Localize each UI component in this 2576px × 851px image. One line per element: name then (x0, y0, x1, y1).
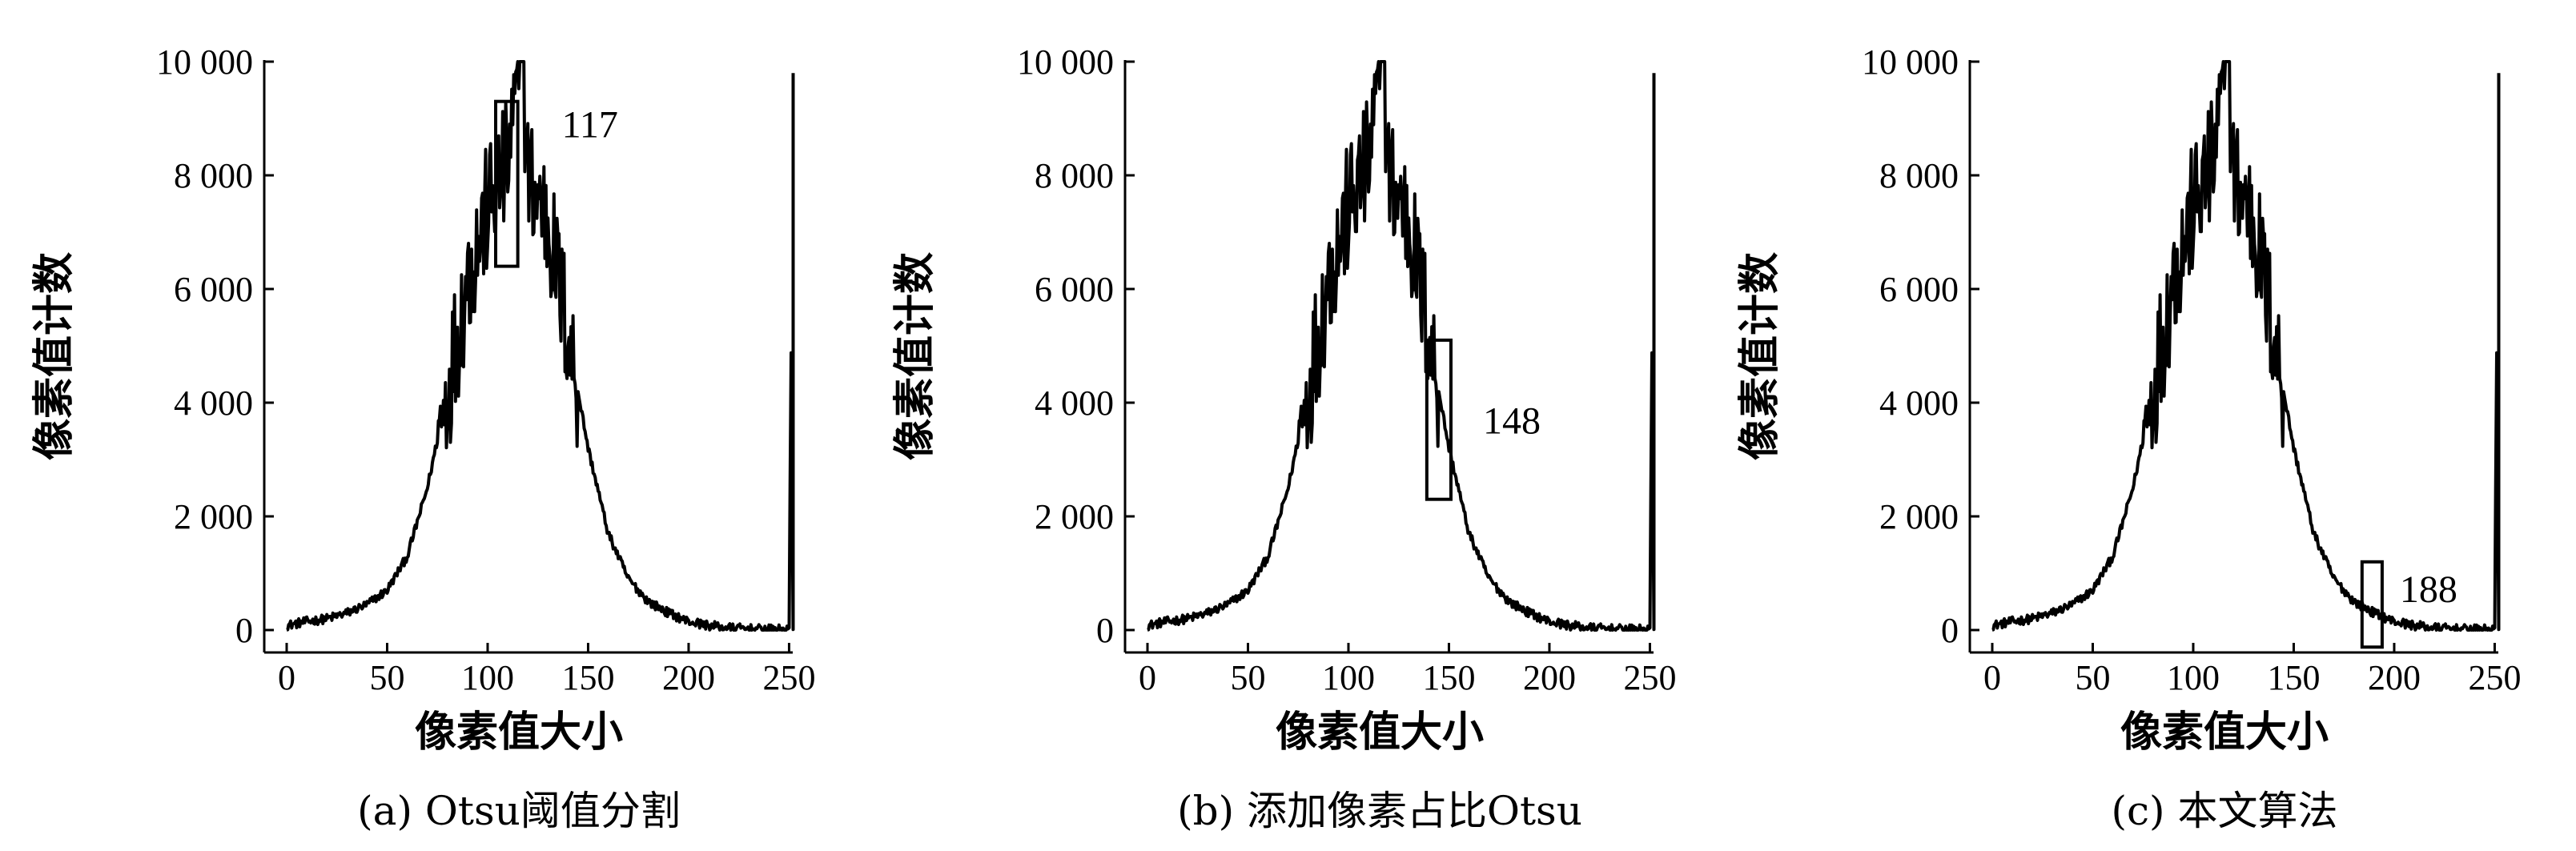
y-tick-label: 2 000 (1879, 497, 1959, 536)
x-tick-label: 150 (561, 658, 614, 697)
y-tick-label: 4 000 (174, 383, 253, 423)
threshold-box (494, 99, 520, 268)
threshold-label: 117 (562, 104, 618, 147)
x-tick-label: 100 (2167, 658, 2220, 697)
y-tick-label: 10 000 (156, 42, 253, 82)
y-tick-label: 6 000 (174, 270, 253, 309)
y-tick-label: 10 000 (1017, 42, 1114, 82)
y-tick-label: 6 000 (1879, 270, 1959, 309)
x-tick-label: 150 (1422, 658, 1475, 697)
threshold-label: 188 (2400, 568, 2457, 611)
y-axis-title: 像素值计数 (1736, 252, 1784, 460)
y-tick-label: 4 000 (1879, 383, 1959, 423)
threshold-box (1425, 338, 1453, 501)
chart-panel-b: 0 50 100 150 200 250 0 2 000 4 000 6 000 8 000 10 0… (891, 42, 1676, 834)
y-tick-label: 8 000 (174, 156, 253, 195)
histogram-curve (1991, 60, 2501, 632)
y-tick-label: 2 000 (1035, 497, 1114, 536)
threshold-box (2360, 560, 2384, 649)
y-axis-title: 像素值计数 (30, 252, 78, 460)
x-tick-label: 50 (1230, 658, 1265, 697)
y-tick-label: 0 (235, 611, 253, 650)
x-tick-label: 250 (2468, 658, 2521, 697)
y-tick-label: 8 000 (1035, 156, 1114, 195)
y-tick-label: 8 000 (1879, 156, 1959, 195)
y-tick-label: 6 000 (1035, 270, 1114, 309)
y-tick-label: 4 000 (1035, 383, 1114, 423)
histogram-curve (286, 60, 795, 632)
histogram-curve (1147, 60, 1656, 632)
x-tick-label: 50 (2075, 658, 2110, 697)
x-tick-label: 250 (762, 658, 815, 697)
x-tick-label: 50 (369, 658, 404, 697)
x-tick-label: 200 (2368, 658, 2421, 697)
chart-panel-a: 0 50 100 150 200 250 0 2 000 4 000 6 000 8 000 10 0… (30, 42, 815, 834)
y-axis-title: 像素值计数 (891, 252, 939, 460)
x-tick-label: 0 (1983, 658, 2001, 697)
panel-caption: (a) Otsu阈值分割 (357, 788, 681, 834)
x-tick-label: 150 (2267, 658, 2320, 697)
panel-caption: (c) 本文算法 (2112, 788, 2338, 834)
x-axis-title: 像素值大小 (2120, 708, 2329, 757)
x-tick-label: 200 (1523, 658, 1576, 697)
x-tick-label: 250 (1623, 658, 1676, 697)
y-tick-label: 0 (1096, 611, 1114, 650)
threshold-label: 148 (1483, 399, 1541, 442)
x-tick-label: 100 (461, 658, 514, 697)
x-axis-title: 像素值大小 (1276, 708, 1484, 757)
x-tick-label: 100 (1322, 658, 1375, 697)
panel-caption: (b) 添加像素占比Otsu (1177, 788, 1582, 834)
x-axis-title: 像素值大小 (415, 708, 623, 757)
y-tick-label: 10 000 (1862, 42, 1959, 82)
x-tick-label: 200 (662, 658, 715, 697)
y-tick-label: 2 000 (174, 497, 253, 536)
chart-panel-c: 0 50 100 150 200 250 0 2 000 4 000 6 000 8 000 10 0… (1736, 42, 2521, 834)
y-tick-label: 0 (1941, 611, 1959, 650)
x-tick-label: 0 (278, 658, 295, 697)
x-tick-label: 0 (1139, 658, 1156, 697)
